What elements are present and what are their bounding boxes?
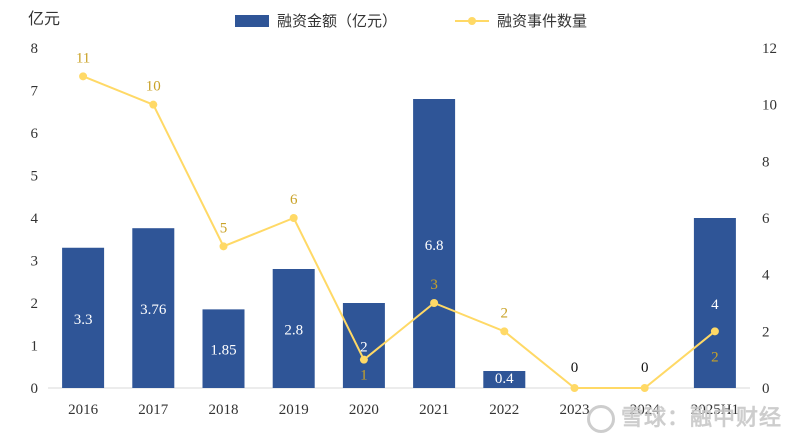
bar bbox=[272, 269, 315, 388]
y-axis-unit-label: 亿元 bbox=[28, 9, 61, 28]
right-axis-tick-label: 12 bbox=[762, 41, 777, 57]
x-axis-tick-label: 2016 bbox=[68, 402, 99, 418]
bar bbox=[483, 371, 526, 388]
line-value-label: 3 bbox=[430, 277, 438, 293]
bar bbox=[693, 218, 736, 388]
bar-value-label: 4 bbox=[711, 297, 719, 313]
left-axis-tick-label: 3 bbox=[31, 254, 39, 270]
legend-line-swatch bbox=[455, 14, 489, 28]
line-point bbox=[570, 384, 579, 392]
line-value-label: 10 bbox=[146, 79, 161, 95]
bar-value-label: 0 bbox=[641, 360, 649, 376]
x-axis-tick-label: 2021 bbox=[419, 402, 449, 418]
line-point bbox=[640, 384, 649, 392]
bar-value-label: 0.4 bbox=[495, 371, 514, 387]
watermark-logo-icon bbox=[586, 405, 615, 433]
line-value-label: 2 bbox=[711, 349, 719, 365]
bar-value-label: 2.8 bbox=[284, 323, 303, 339]
watermark-text: 雪球：融中财经 bbox=[620, 406, 782, 431]
line-point bbox=[149, 100, 158, 109]
legend-bar-swatch bbox=[235, 14, 269, 27]
left-axis-tick-label: 5 bbox=[31, 169, 39, 185]
left-axis-tick-label: 0 bbox=[31, 381, 39, 397]
right-axis-tick-label: 0 bbox=[762, 381, 770, 397]
x-axis-tick-label: 2024 bbox=[630, 402, 661, 418]
watermark: 雪球：融中财经 bbox=[586, 400, 782, 433]
bar-value-label: 3.3 bbox=[74, 312, 93, 328]
line-value-label: 6 bbox=[290, 192, 298, 208]
line-point bbox=[79, 72, 88, 81]
legend-item-line: 融资事件数量 bbox=[455, 10, 587, 31]
left-axis-tick-label: 8 bbox=[31, 41, 39, 57]
bar bbox=[132, 228, 175, 388]
bar bbox=[413, 99, 456, 388]
x-axis-tick-label: 2022 bbox=[489, 402, 519, 418]
line-point bbox=[289, 214, 298, 222]
left-axis-tick-label: 4 bbox=[31, 211, 39, 227]
right-axis-tick-label: 10 bbox=[762, 98, 777, 114]
line-point bbox=[710, 327, 719, 336]
right-axis-tick-label: 6 bbox=[762, 211, 770, 227]
bar-value-label: 2 bbox=[360, 340, 368, 356]
bar-value-label: 1.85 bbox=[210, 343, 236, 359]
line-point bbox=[359, 355, 368, 364]
line-point bbox=[500, 327, 509, 336]
line-value-label: 1 bbox=[360, 368, 368, 384]
left-axis-tick-label: 1 bbox=[31, 339, 39, 355]
bar-value-label: 6.8 bbox=[425, 238, 444, 254]
legend-bar-label: 融资金额（亿元） bbox=[277, 12, 398, 30]
right-axis-tick-label: 4 bbox=[762, 268, 770, 284]
legend-item-bar: 融资金额（亿元） bbox=[235, 10, 397, 31]
bar-value-label: 3.76 bbox=[140, 302, 167, 318]
right-axis-tick-label: 2 bbox=[762, 324, 770, 340]
left-axis-tick-label: 7 bbox=[31, 84, 39, 100]
left-axis-tick-label: 2 bbox=[31, 296, 39, 312]
bar bbox=[202, 309, 245, 388]
line-point bbox=[430, 299, 439, 307]
x-axis-tick-label: 2018 bbox=[209, 402, 239, 418]
right-axis-tick-label: 8 bbox=[762, 154, 770, 170]
legend-line-label: 融资事件数量 bbox=[497, 12, 588, 30]
bar bbox=[62, 247, 105, 388]
x-axis-tick-label: 2025H1 bbox=[691, 402, 739, 418]
line-value-label: 5 bbox=[220, 220, 228, 236]
x-axis-tick-label: 2019 bbox=[279, 402, 309, 418]
x-axis-tick-label: 2023 bbox=[560, 402, 590, 418]
bar bbox=[342, 303, 385, 388]
line-value-label: 11 bbox=[76, 50, 90, 66]
x-axis-tick-label: 2020 bbox=[349, 402, 379, 418]
bar-value-label: 0 bbox=[571, 360, 579, 376]
x-axis-tick-label: 2017 bbox=[138, 402, 169, 418]
line-point bbox=[219, 242, 228, 251]
line-value-label: 2 bbox=[501, 305, 509, 321]
left-axis-tick-label: 6 bbox=[31, 126, 39, 142]
line-series-path bbox=[82, 75, 716, 389]
